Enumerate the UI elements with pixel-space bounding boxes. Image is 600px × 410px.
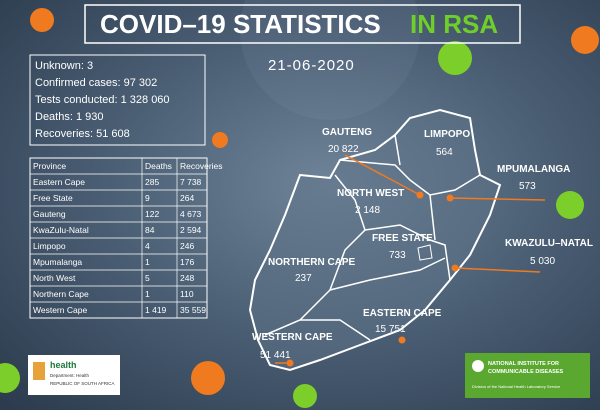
table-cell: 1 419 [145,305,167,315]
table-cell: Mpumalanga [33,257,82,267]
table-cell: 1 [145,289,150,299]
title: COVID–19 STATISTICS [100,9,381,39]
province-cases: 573 [519,181,536,192]
province-cases: 15 751 [375,324,406,335]
table-cell: 35 559 [180,305,206,315]
title-highlight: IN RSA [410,9,498,39]
table-header: Deaths [145,161,172,171]
table-cell: 84 [145,225,155,235]
province-name: NORTHERN CAPE [268,257,356,268]
table-cell: 2 594 [180,225,202,235]
table-cell: 285 [145,177,159,187]
province-name: GAUTENG [322,127,372,138]
table-cell: 176 [180,257,194,267]
table-cell: 248 [180,273,194,283]
province-name: EASTERN CAPE [363,308,442,319]
table-header: Recoveries [180,161,223,171]
table-cell: Free State [33,193,73,203]
summary-line: Confirmed cases: 97 302 [35,77,157,89]
province-cases: 5 030 [530,256,555,267]
health-logo: health [50,360,77,370]
province-name: MPUMALANGA [497,164,570,175]
table-cell: 1 [145,257,150,267]
table-cell: 4 [145,241,150,251]
table-cell: 110 [180,289,194,299]
marker-dot [286,359,294,367]
table-cell: 9 [145,193,150,203]
nicd-division: Division of the National Health Laborato… [472,384,561,389]
province-cases: 237 [295,273,312,284]
health-department: Department: Health [50,373,90,378]
date: 21-06-2020 [268,57,355,74]
table-cell: KwaZulu-Natal [33,225,89,235]
leader-line [344,154,421,196]
marker-dot [398,336,406,344]
nicd-name-1: NATIONAL INSTITUTE FOR [488,361,559,367]
table-header: Province [33,161,66,171]
summary-line: Tests conducted: 1 328 060 [35,94,170,106]
table-cell: Gauteng [33,209,66,219]
province-cases: 51 441 [260,350,291,361]
nicd-name-2: COMMUNICABLE DISEASES [488,369,564,375]
summary-line: Deaths: 1 930 [35,111,104,123]
health-country: REPUBLIC OF SOUTH AFRICA [50,381,115,386]
province-name: KWAZULU–NATAL [505,238,593,249]
title-box [84,4,521,44]
leader-line [449,197,546,201]
summary-box [29,54,206,146]
province-cases: 2 148 [355,205,380,216]
province-name: WESTERN CAPE [252,332,333,343]
province-name: LIMPOPO [424,129,470,140]
province-cases: 733 [389,250,406,261]
table-cell: 5 [145,273,150,283]
table-cell: North West [33,273,76,283]
marker-dot [451,264,459,272]
leader-line [454,267,541,273]
table-cell: 7 738 [180,177,202,187]
table-cell: Northern Cape [33,289,89,299]
nicd-logo-box [465,353,590,398]
province-name: NORTH WEST [337,188,404,199]
marker-dot [446,194,454,202]
coat-of-arms [33,362,45,380]
province-cases: 564 [436,147,453,158]
table-cell: 4 673 [180,209,202,219]
table-cell: Limpopo [33,241,66,251]
table-cell: 122 [145,209,159,219]
table-cell: Western Cape [33,305,87,315]
table-cell: Eastern Cape [33,177,85,187]
summary-line: Recoveries: 51 608 [35,128,130,140]
summary-line: Unknown: 3 [35,60,93,72]
marker-dot [416,191,424,199]
table-cell: 264 [180,193,194,203]
province-cases: 20 822 [328,144,359,155]
nicd-icon [472,360,484,372]
table-cell: 246 [180,241,194,251]
province-name: FREE STATE [372,233,433,244]
